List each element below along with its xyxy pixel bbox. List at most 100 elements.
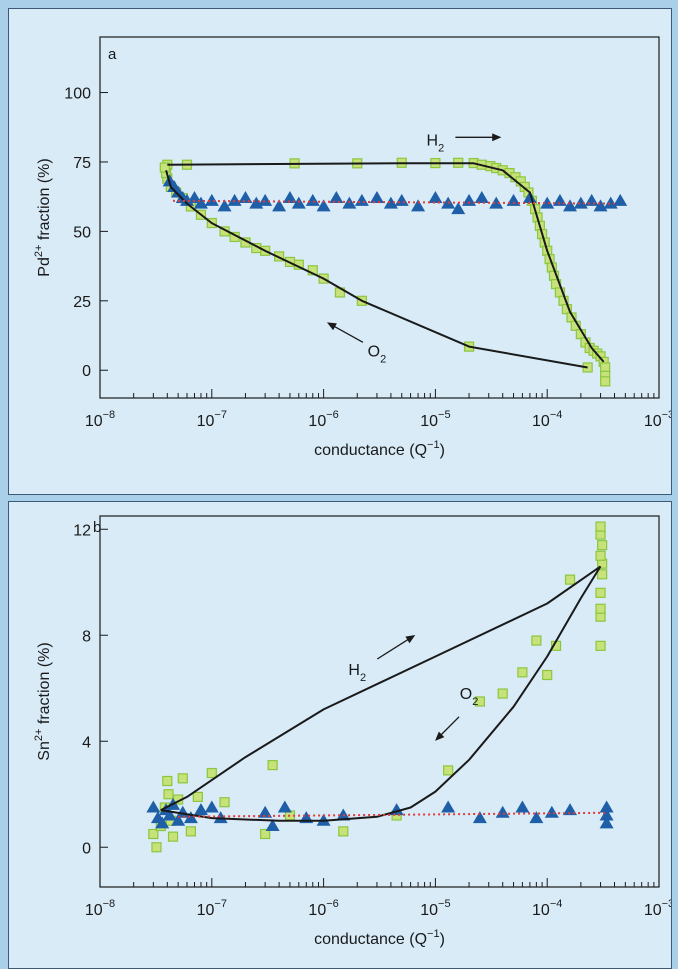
x-tick-label: 10−7 [197, 409, 227, 430]
annotation-label: H2 [348, 662, 366, 684]
square-marker [162, 775, 173, 787]
square-marker [443, 765, 454, 776]
triangle-marker [291, 196, 306, 209]
square-marker [159, 162, 170, 173]
square-marker [542, 669, 553, 681]
fit-line [167, 162, 605, 363]
square-marker [517, 667, 528, 678]
triangle-marker [411, 199, 426, 212]
square-marker [219, 797, 230, 808]
triangle-marker [573, 196, 588, 209]
annotation-label: O2 [368, 343, 387, 365]
x-tick-label: 10−7 [197, 898, 227, 919]
plot-area [99, 515, 660, 888]
triangle-marker [489, 196, 504, 209]
square-marker [600, 376, 611, 387]
triangle-marker [540, 196, 555, 209]
triangle-marker [204, 800, 219, 813]
square-marker [564, 574, 576, 585]
square-marker [595, 550, 606, 561]
annotation-label: O2 [460, 686, 479, 708]
fit-line-red [172, 199, 615, 205]
triangle-marker [146, 800, 161, 813]
triangle-marker [171, 813, 186, 826]
square-marker [148, 828, 159, 840]
triangle-marker [529, 811, 544, 824]
square-marker [595, 640, 606, 651]
triangle-marker [369, 191, 384, 204]
square-marker [597, 540, 608, 551]
arrow-head [435, 731, 445, 741]
triangle-marker [265, 819, 280, 832]
annotation-arrow [329, 323, 364, 343]
x-tick-label: 10−6 [308, 409, 338, 430]
square-marker [595, 587, 606, 598]
y-tick-label: 12 [73, 522, 91, 539]
square-marker [167, 831, 179, 842]
triangle-marker [227, 193, 242, 206]
square-marker [474, 696, 485, 707]
annotation-arrow [376, 636, 414, 660]
y-tick-label: 8 [82, 628, 91, 645]
panel-label: b [93, 519, 101, 536]
triangle-marker [183, 811, 198, 824]
triangle-marker [474, 191, 489, 204]
triangle-marker [451, 202, 466, 215]
x-tick-label: 10−3 [644, 898, 671, 919]
triangle-marker [204, 193, 219, 206]
square-marker [177, 773, 188, 784]
x-tick-label: 10−8 [85, 409, 115, 430]
square-marker [267, 760, 278, 771]
triangle-marker [277, 800, 292, 813]
x-tick-label: 10−4 [532, 898, 562, 919]
triangle-marker [441, 800, 456, 813]
x-axis-label: conductance (Q−1) [314, 439, 445, 459]
y-tick-label: 4 [82, 734, 91, 751]
triangle-marker [316, 813, 331, 826]
square-marker [600, 362, 611, 373]
y-tick-label: 25 [73, 294, 91, 311]
square-marker [260, 828, 271, 840]
panel-a: a 0 25 50 75 100 10−8 10−7 10−6 10−5 10−4 10−3 condu… [8, 8, 672, 495]
annotation-label: H2 [427, 132, 445, 154]
fit-line-red [178, 811, 607, 818]
square-marker [151, 842, 162, 853]
y-tick-label: 100 [64, 86, 91, 103]
square-marker [163, 789, 174, 800]
triangle-marker [193, 803, 208, 816]
square-marker [531, 635, 542, 646]
triangle-marker [155, 816, 170, 829]
chart-a: a 0 25 50 75 100 10−8 10−7 10−6 10−5 10−4 10−3 condu… [33, 36, 671, 459]
triangle-marker [272, 199, 287, 212]
y-tick-label: 0 [82, 363, 91, 380]
square-marker [338, 826, 349, 837]
y-tick-label: 0 [82, 840, 91, 857]
triangle-marker [258, 193, 273, 206]
panel-b: b 0 4 8 12 10−8 10−7 10−6 10−5 10−4 10−3 conductanc… [8, 501, 672, 969]
x-tick-label: 10−4 [532, 409, 562, 430]
x-tick-label: 10−5 [420, 409, 450, 430]
fit-line [160, 565, 602, 811]
triangle-marker [162, 808, 177, 821]
fit-line [165, 170, 588, 369]
x-tick-label: 10−3 [644, 409, 671, 430]
x-tick-label: 10−8 [85, 898, 115, 919]
triangle-marker [563, 199, 578, 212]
triangle-marker [506, 193, 521, 206]
triangle-marker [599, 808, 614, 821]
triangle-marker [193, 196, 208, 209]
y-axis-label: Sn2+ fraction (%) [33, 642, 53, 760]
panel-label: a [108, 46, 117, 63]
square-marker [185, 826, 196, 837]
triangle-marker [329, 191, 344, 204]
x-axis-label: conductance (Q−1) [314, 928, 445, 948]
square-marker [595, 521, 606, 532]
x-tick-label: 10−5 [420, 898, 450, 919]
arrow-head [492, 133, 502, 142]
triangle-marker [522, 191, 537, 204]
chart-b: b 0 4 8 12 10−8 10−7 10−6 10−5 10−4 10−3 conductanc… [33, 515, 671, 948]
triangle-marker [258, 805, 273, 818]
y-axis-label: Pd2+ fraction (%) [33, 158, 53, 276]
triangle-marker [187, 191, 202, 204]
